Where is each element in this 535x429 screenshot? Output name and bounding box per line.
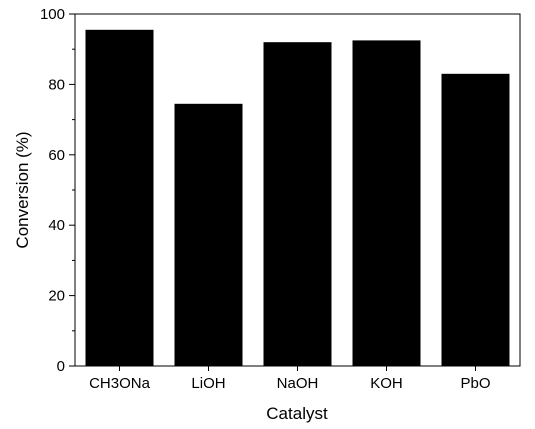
bar-lioh: [174, 103, 243, 367]
y-tick-label: 100: [40, 6, 65, 23]
y-axis-ticks: 0 20 40 60 80 100: [40, 6, 75, 375]
x-tick-label: CH3ONa: [89, 375, 151, 392]
bar-koh: [352, 40, 421, 367]
x-axis-ticks: CH3ONa LiOH NaOH KOH PbO: [89, 366, 491, 392]
bar-pbo: [441, 73, 510, 367]
x-axis-label: Catalyst: [266, 404, 328, 423]
y-tick-label: 40: [48, 217, 65, 234]
x-tick-label: LiOH: [191, 375, 225, 392]
y-tick-label: 60: [48, 147, 65, 164]
y-tick-label: 20: [48, 288, 65, 305]
bar-naoh: [263, 42, 332, 366]
x-tick-label: KOH: [370, 375, 403, 392]
x-tick-label: PbO: [460, 375, 490, 392]
y-tick-label: 0: [57, 358, 65, 375]
x-tick-label: NaOH: [277, 375, 319, 392]
bar-ch3ona: [85, 29, 154, 367]
bars-group: [85, 29, 510, 367]
y-tick-label: 80: [48, 76, 65, 93]
y-axis-label: Conversion (%): [13, 131, 32, 248]
